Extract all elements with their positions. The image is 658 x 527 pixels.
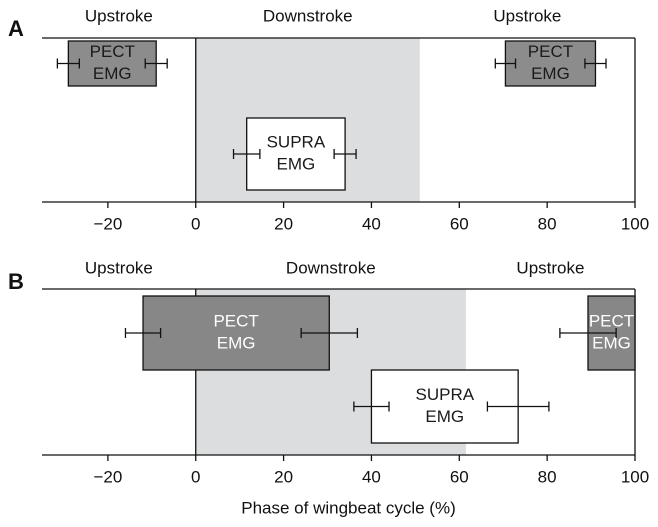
x-axis-label: Phase of wingbeat cycle (%) bbox=[241, 498, 456, 517]
bar-label: PECT bbox=[213, 311, 258, 330]
x-tick-label: 60 bbox=[450, 467, 469, 486]
emg-bar bbox=[504, 40, 597, 87]
bar-label: PECT bbox=[589, 311, 634, 330]
phase-label: Downstroke bbox=[263, 6, 353, 25]
phase-label: Upstroke bbox=[85, 258, 153, 277]
bar-label: EMG bbox=[93, 64, 132, 83]
x-tick-label: 20 bbox=[274, 214, 293, 233]
bar-label: EMG bbox=[592, 333, 631, 352]
x-tick-label: 100 bbox=[621, 467, 649, 486]
bar-label: EMG bbox=[217, 333, 256, 352]
bar-label: EMG bbox=[531, 64, 570, 83]
x-tick-label: 60 bbox=[450, 214, 469, 233]
x-tick-label: 0 bbox=[191, 214, 200, 233]
emg-bar bbox=[142, 295, 330, 371]
bar-label: EMG bbox=[425, 407, 464, 426]
phase-label: Downstroke bbox=[286, 258, 376, 277]
bar-label: PECT bbox=[528, 42, 573, 61]
bar-label: PECT bbox=[90, 42, 135, 61]
x-tick-label: 80 bbox=[538, 214, 557, 233]
bar-label: EMG bbox=[277, 154, 316, 173]
phase-label: Upstroke bbox=[493, 6, 561, 25]
panel-label: B bbox=[8, 269, 24, 294]
x-tick-label: 80 bbox=[538, 467, 557, 486]
phase-label: Upstroke bbox=[85, 6, 153, 25]
panel-label: A bbox=[8, 16, 24, 41]
x-tick-label: 0 bbox=[191, 467, 200, 486]
x-tick-label: 40 bbox=[362, 467, 381, 486]
x-tick-label: 100 bbox=[621, 214, 649, 233]
phase-label: Upstroke bbox=[516, 258, 584, 277]
x-tick-label: 40 bbox=[362, 214, 381, 233]
x-tick-label: −20 bbox=[93, 214, 122, 233]
x-tick-label: 20 bbox=[274, 467, 293, 486]
bar-label: SUPRA bbox=[416, 385, 475, 404]
x-tick-label: −20 bbox=[93, 467, 122, 486]
bar-label: SUPRA bbox=[267, 132, 326, 151]
